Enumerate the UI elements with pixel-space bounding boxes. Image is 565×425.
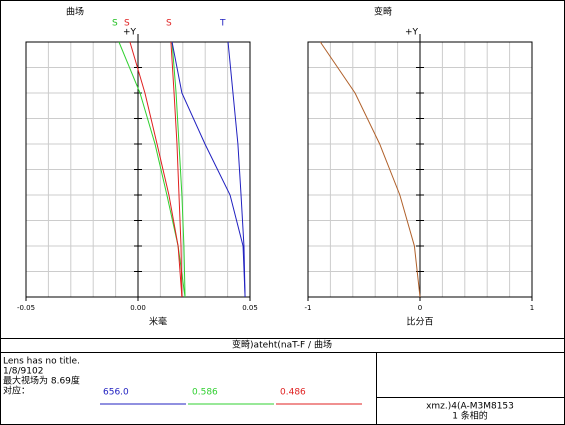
plot-title: 曲场: [66, 7, 84, 18]
plot-title: 变畸: [374, 6, 392, 18]
legend-label: S: [112, 19, 118, 29]
curve: [171, 41, 186, 298]
wavelength: 656.0: [103, 388, 129, 398]
info-text: 1/8/9102: [3, 367, 43, 377]
x-tick-label: 0.05: [242, 304, 258, 312]
legend-label: S: [166, 19, 172, 29]
x-axis-label: 比分百: [406, 316, 433, 328]
bottom-title: 变畸)ateht(naT-F / 曲场: [232, 339, 332, 351]
legend-label: T: [219, 19, 226, 29]
config: 1 条相的: [452, 410, 488, 422]
file-name: xmz.)4(A-M3M8153: [426, 402, 514, 412]
x-axis-label: 米毫: [149, 316, 167, 328]
curve: [118, 41, 186, 298]
x-tick-label: -0.05: [17, 304, 35, 312]
wavelength: 0.586: [192, 388, 218, 398]
x-tick-label: 0.00: [130, 304, 146, 312]
x-tick-label: 1: [530, 304, 534, 312]
info-text: 最大视场为 8.69度: [3, 375, 80, 387]
legend-label: S: [124, 19, 130, 29]
curve: [170, 41, 183, 298]
info-text: 对应：: [3, 385, 30, 397]
curve: [319, 41, 421, 298]
curve: [171, 41, 246, 298]
x-tick-label: -1: [305, 304, 312, 312]
x-tick-label: 0: [418, 304, 422, 312]
info-text: Lens has no title.: [3, 357, 80, 367]
curve: [227, 41, 246, 298]
curve: [129, 41, 183, 298]
y-axis-label: +Y: [123, 28, 137, 38]
y-axis-label: +Y: [405, 28, 419, 38]
wavelength: 0.486: [280, 388, 306, 398]
